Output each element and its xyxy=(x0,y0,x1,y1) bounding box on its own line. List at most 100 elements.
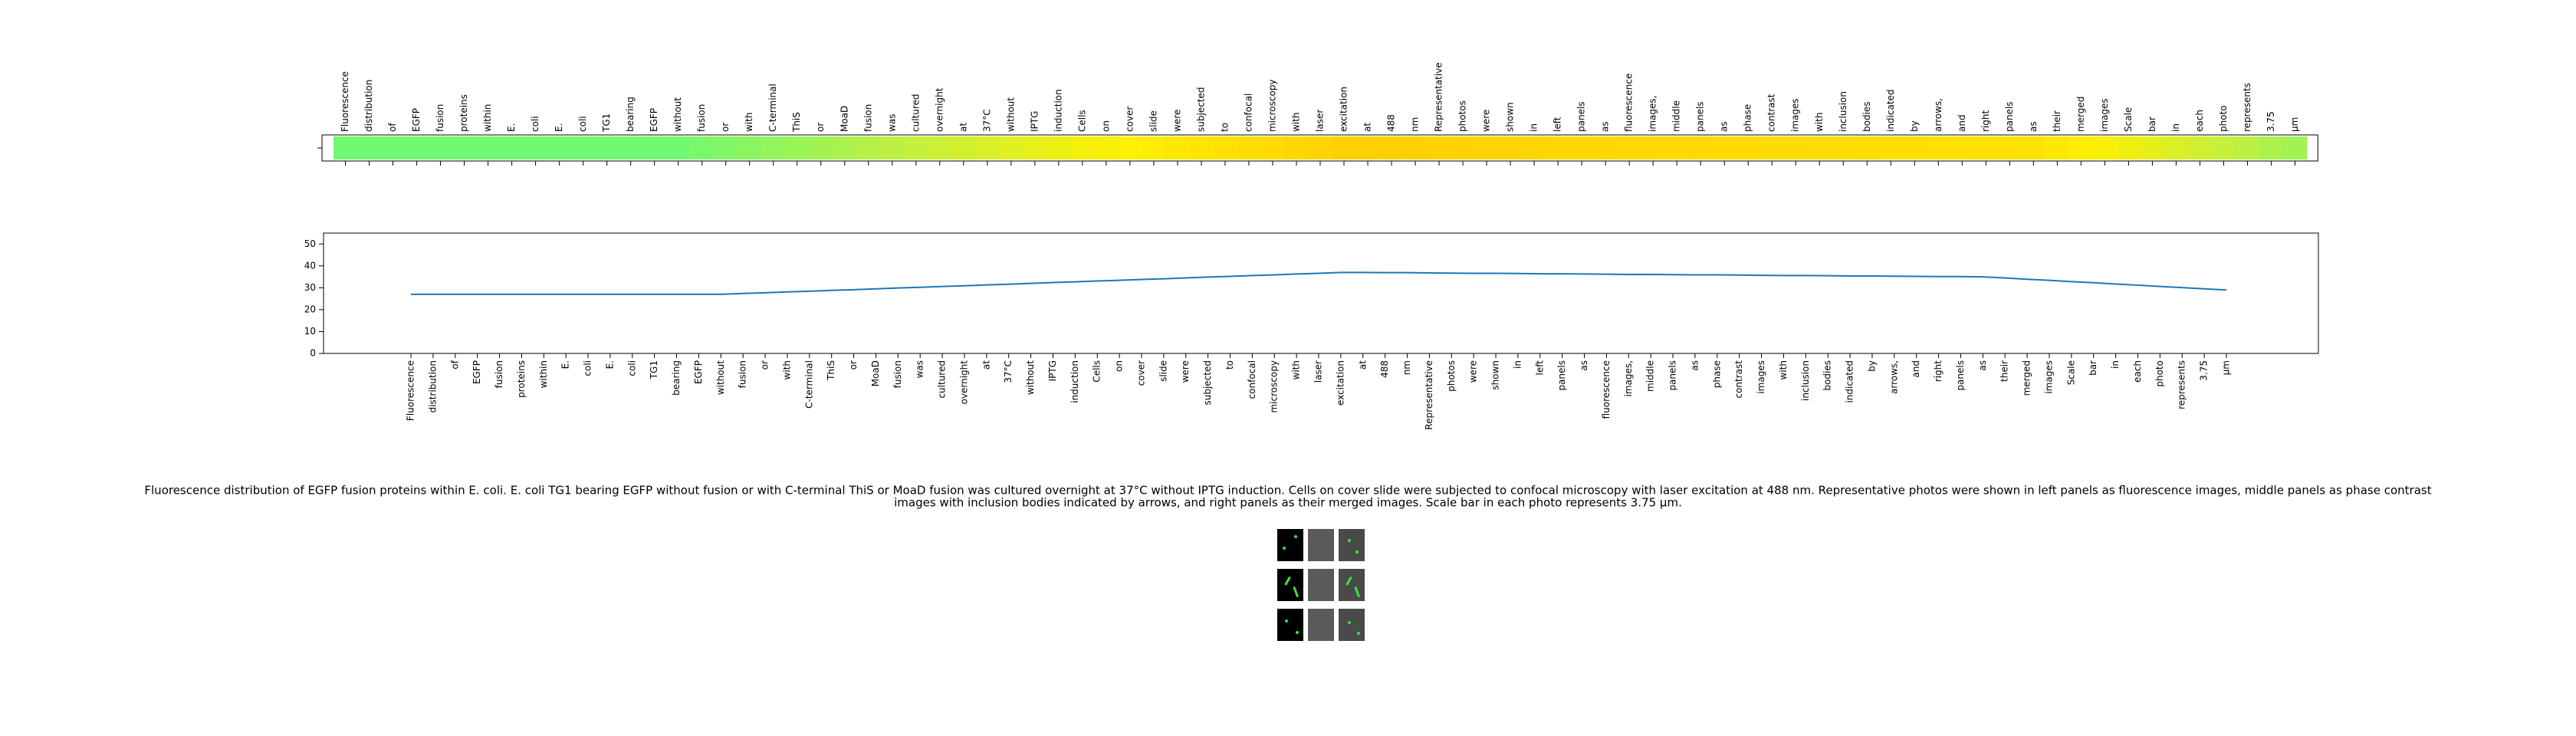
heat-cell xyxy=(1712,136,1737,159)
token-label: bearing xyxy=(625,97,636,132)
heat-cell xyxy=(476,136,501,159)
heat-cell xyxy=(2140,136,2165,159)
heat-cell xyxy=(2116,136,2141,159)
heat-cell xyxy=(738,136,762,159)
heat-cell xyxy=(1855,136,1880,159)
token-label: panels xyxy=(1576,101,1587,132)
token-label: photo xyxy=(2218,105,2229,132)
token-label: were xyxy=(1171,110,1182,132)
photo xyxy=(1277,609,1303,641)
token-label: E. xyxy=(506,123,517,132)
heat-cell xyxy=(2282,136,2308,159)
photo-grid xyxy=(1277,529,1365,641)
token-label: inclusion xyxy=(1838,91,1848,132)
token-label: phase xyxy=(1743,104,1753,132)
x-tick-label: on xyxy=(1114,360,1125,372)
x-tick-label: middle xyxy=(1645,360,1656,392)
token-label: EGFP xyxy=(649,108,659,132)
y-tick-label: 50 xyxy=(304,238,316,249)
x-tick-label: right xyxy=(1933,360,1944,382)
token-label: MoaD xyxy=(839,106,849,132)
token-label: Fluorescence xyxy=(340,71,350,132)
token-label: fusion xyxy=(863,104,873,132)
token-label: photos xyxy=(1457,100,1468,132)
x-tick-label: photo xyxy=(2154,360,2165,387)
x-tick-label: phase xyxy=(1711,360,1722,388)
x-tick-label: μm xyxy=(2221,360,2232,375)
x-tick-label: of xyxy=(449,360,460,369)
x-tick-label: as xyxy=(1977,360,1988,371)
heat-cell xyxy=(2092,136,2118,159)
token-label: proteins xyxy=(458,94,469,132)
heat-cell xyxy=(1308,136,1333,159)
x-tick-label: 3.75 xyxy=(2199,360,2210,381)
caption-line: images with inclusion bodies indicated b… xyxy=(894,496,1682,510)
heat-cell xyxy=(524,136,548,159)
heat-cell xyxy=(2045,136,2070,159)
token-label: 3.75 xyxy=(2266,111,2276,132)
token-label: without xyxy=(1005,97,1016,132)
x-tick-label: and xyxy=(1911,360,1921,378)
x-tick-label: in xyxy=(2110,360,2121,369)
token-label: fluorescence xyxy=(1624,74,1635,132)
token-label: laser xyxy=(1315,110,1326,132)
heat-cell xyxy=(1831,136,1856,159)
heat-cell xyxy=(809,136,833,159)
x-tick-label: or xyxy=(760,360,770,370)
x-tick-label: without xyxy=(715,360,726,395)
token-label: Scale xyxy=(2123,107,2134,132)
token-label: induction xyxy=(1053,89,1063,132)
token-label: panels xyxy=(2004,101,2015,132)
heat-cell xyxy=(1593,136,1618,159)
heat-cell xyxy=(357,136,382,159)
token-label: Representative xyxy=(1434,62,1444,132)
heat-cell xyxy=(1498,136,1523,159)
heat-cell xyxy=(1118,136,1142,159)
x-tick-label: Fluorescence xyxy=(406,360,416,421)
token-label: in xyxy=(2170,123,2181,132)
token-label: ThiS xyxy=(791,112,802,133)
token-label: with xyxy=(1814,113,1825,132)
heat-cell xyxy=(1617,136,1642,159)
heat-cell xyxy=(1688,136,1714,159)
heat-cell xyxy=(1926,136,1951,159)
token-label: coli xyxy=(530,116,540,132)
heat-cell xyxy=(714,136,738,159)
heat-cell xyxy=(928,136,952,159)
x-tick-label: indicated xyxy=(1845,360,1855,403)
x-tick-label: EGFP xyxy=(472,360,482,384)
x-tick-label: each xyxy=(2132,360,2143,383)
x-tick-label: at xyxy=(1357,360,1368,370)
heat-cell xyxy=(666,136,691,159)
y-tick-label: 20 xyxy=(304,304,316,314)
token-label: IPTG xyxy=(1029,111,1040,132)
token-label: with xyxy=(1290,113,1301,132)
heat-cell xyxy=(1736,136,1761,159)
token-label: bodies xyxy=(1861,101,1872,132)
token-label: TG1 xyxy=(601,113,612,133)
token-label: or xyxy=(720,123,731,132)
token-label: and xyxy=(1957,114,1967,132)
x-tick-label: E. xyxy=(604,360,615,369)
x-tick-label: excitation xyxy=(1335,360,1346,406)
x-tick-label: to xyxy=(1224,360,1235,370)
token-label: distribution xyxy=(363,80,374,132)
heat-cell xyxy=(1783,136,1809,159)
x-tick-label: merged xyxy=(2022,360,2032,396)
heat-cell xyxy=(2259,136,2284,159)
x-tick-label: at xyxy=(981,360,991,370)
heat-cell xyxy=(833,136,857,159)
token-label: microscopy xyxy=(1267,79,1277,132)
token-label: bar xyxy=(2147,117,2157,132)
x-tick-label: slide xyxy=(1158,360,1168,382)
heat-cell xyxy=(856,136,881,159)
heat-cell xyxy=(2187,136,2213,159)
x-tick-label: images xyxy=(1756,360,1766,394)
x-tick-label: IPTG xyxy=(1047,360,1058,381)
x-tick-label: inclusion xyxy=(1800,360,1811,401)
token-label: images, xyxy=(1648,96,1658,132)
caption-line: Fluorescence distribution of EGFP fusion… xyxy=(144,484,2431,498)
x-tick-label: was xyxy=(915,360,925,378)
heat-cell xyxy=(1070,136,1095,159)
x-tick-label: were xyxy=(1180,360,1191,383)
